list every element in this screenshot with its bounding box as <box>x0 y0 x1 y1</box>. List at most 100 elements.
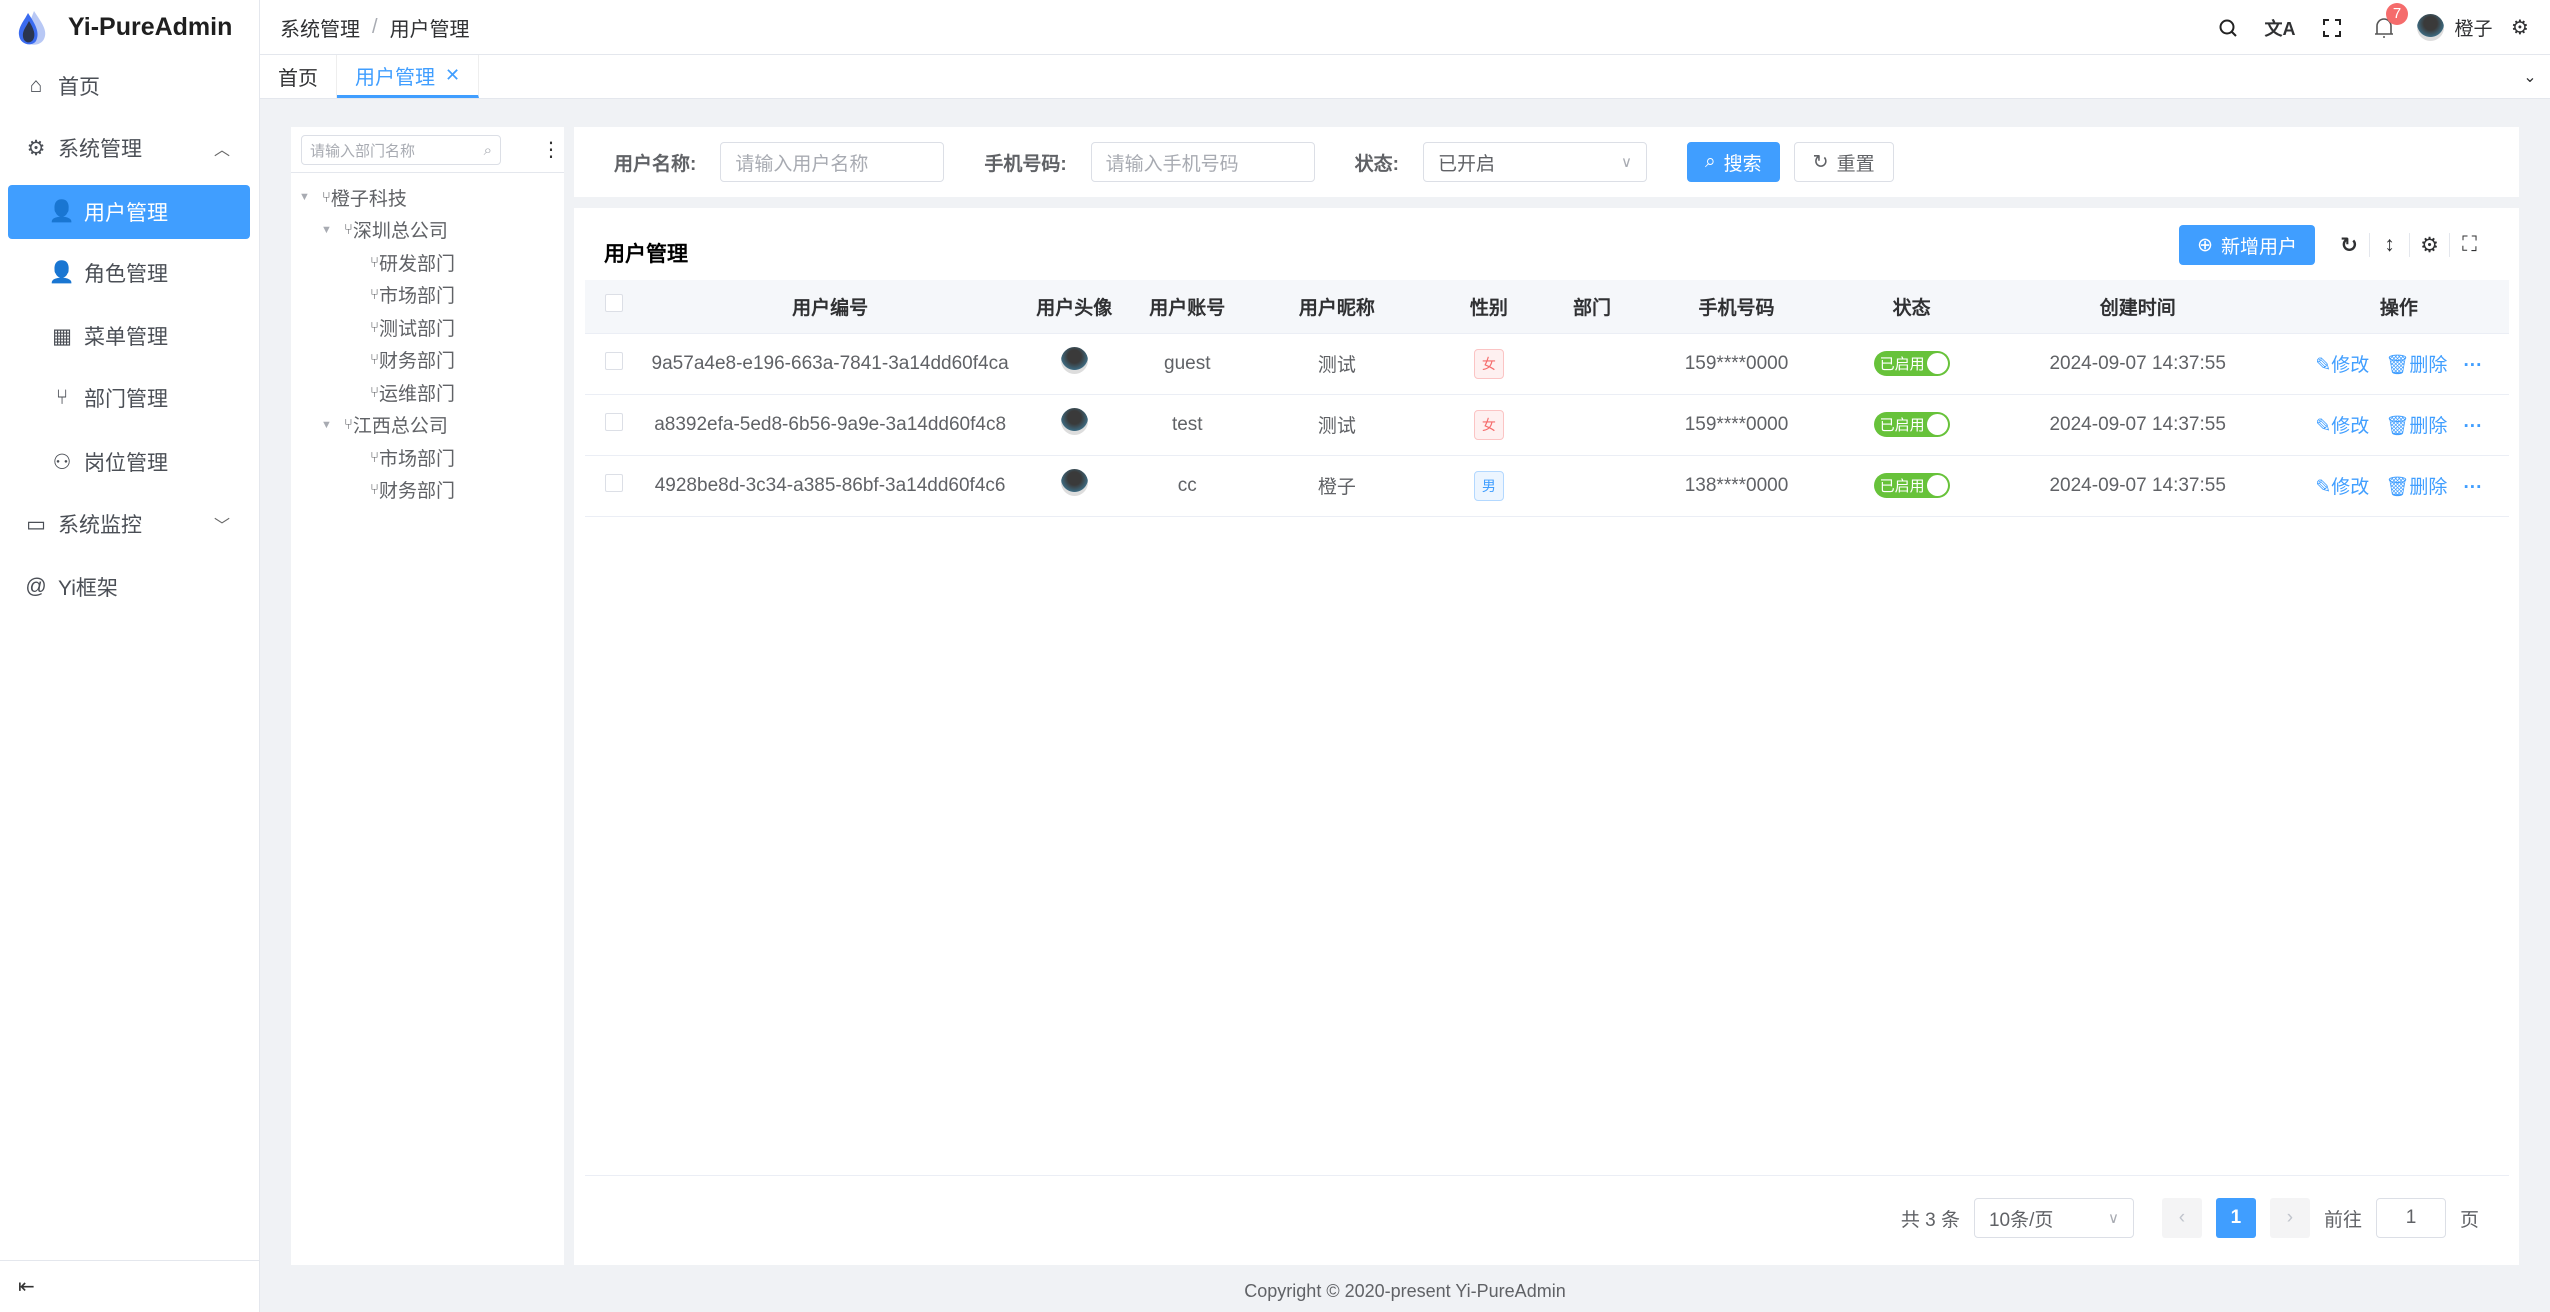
phone-placeholder: 请输入手机号码 <box>1105 153 1239 175</box>
logo[interactable]: Yi-PureAdmin <box>0 0 260 55</box>
tree-node[interactable]: ▼ ⑂ 江西总公司 <box>321 409 448 441</box>
column-header: 用户编号 <box>643 280 1018 334</box>
more-button[interactable]: ··· <box>2463 416 2483 437</box>
sidebar-item[interactable]: ▭ 系统监控 ﹀ <box>8 497 250 551</box>
dept-search-input[interactable]: 请输入部门名称 ⌕ <box>301 135 501 165</box>
tree-node[interactable]: ⑂ 运维部门 <box>370 376 455 408</box>
more-button[interactable]: ··· <box>2463 477 2483 498</box>
row-checkbox[interactable] <box>605 473 623 492</box>
collapse-sidebar-button[interactable]: ⇤ <box>0 1260 260 1312</box>
search-button[interactable] <box>2202 18 2254 38</box>
sidebar-item-label: 首页 <box>58 76 100 99</box>
fullscreen-button[interactable] <box>2306 18 2358 37</box>
column-settings-button[interactable]: ⚙ <box>2409 233 2449 257</box>
trash-icon: 🗑 <box>2385 355 2410 376</box>
user-role-icon: 👤 <box>48 261 76 284</box>
goto-page-input[interactable]: 1 <box>2375 1198 2446 1238</box>
tree-node[interactable]: ⑂ 测试部门 <box>370 311 455 343</box>
edit-button[interactable]: ✎修改 <box>2315 416 2369 437</box>
reset-button[interactable]: ↻ 重置 <box>1793 142 1894 182</box>
phone-input[interactable]: 请输入手机号码 <box>1090 142 1315 182</box>
row-checkbox[interactable] <box>605 412 623 431</box>
tree-node[interactable]: ⑂ 财务部门 <box>370 474 455 506</box>
tab-label: 首页 <box>278 68 318 90</box>
column-header: 用户头像 <box>1017 280 1132 334</box>
tree-node[interactable]: ⑂ 市场部门 <box>370 279 455 311</box>
prev-page-button[interactable]: ‹ <box>2161 1198 2202 1238</box>
more-button[interactable]: ··· <box>2463 355 2483 376</box>
delete-button[interactable]: 🗑删除 <box>2385 477 2447 498</box>
tabs-dropdown[interactable]: ⌄ <box>2510 55 2550 98</box>
tree-node[interactable]: ⑂ 研发部门 <box>370 246 455 278</box>
tab-home[interactable]: 首页 <box>260 55 337 98</box>
branch-icon: ⑂ <box>370 286 380 303</box>
branch-icon: ⑂ <box>370 351 380 368</box>
status-switch[interactable]: 已启用 <box>1873 412 1950 437</box>
user-menu[interactable]: 橙子 <box>2410 14 2500 41</box>
chevron-up-icon: ︿ <box>213 142 230 159</box>
table-row: a8392efa-5ed8-6b56-9a9e-3a14dd60f4c8 tes… <box>585 394 2509 456</box>
grid-icon: ▦ <box>52 324 72 348</box>
table-title: 用户管理 <box>604 243 688 266</box>
breadcrumb-item[interactable]: 系统管理 <box>280 18 360 41</box>
sidebar-item[interactable]: 👤 角色管理 <box>8 246 250 300</box>
refresh-button[interactable]: ↻ <box>2329 233 2369 257</box>
tree-node[interactable]: ▼ ⑂ 橙子科技 <box>299 181 407 213</box>
sidebar-item[interactable]: ⑂ 部门管理 <box>8 371 250 425</box>
caret-down-icon[interactable]: ▼ <box>299 191 310 203</box>
reset-label: 重置 <box>1836 153 1875 175</box>
sidebar-item[interactable]: ⚙ 系统管理 ︿ <box>8 121 250 175</box>
tree-node[interactable]: ▼ ⑂ 深圳总公司 <box>321 214 448 246</box>
edit-button[interactable]: ✎修改 <box>2315 477 2369 498</box>
search-button[interactable]: ⌕ 搜索 <box>1686 142 1780 182</box>
sidebar-item[interactable]: @ Yi框架 <box>8 560 250 614</box>
close-icon[interactable]: ✕ <box>445 64 461 85</box>
row-checkbox[interactable] <box>605 351 623 370</box>
sidebar-item-label: 岗位管理 <box>84 452 168 475</box>
gear-icon: ⚙ <box>2420 233 2439 257</box>
sidebar-item[interactable]: ⚇ 岗位管理 <box>8 435 250 489</box>
user-nickname: 橙子 <box>1243 455 1431 517</box>
user-icon: 👤 <box>48 200 76 223</box>
status-select[interactable]: 已开启 ∨ <box>1422 142 1647 182</box>
tree-node-label: 江西总公司 <box>352 416 448 437</box>
tree-node[interactable]: ⑂ 财务部门 <box>370 344 455 376</box>
avatar <box>1060 347 1088 374</box>
settings-button[interactable]: ⚙ <box>2500 15 2540 40</box>
next-page-button[interactable]: › <box>2269 1198 2310 1238</box>
density-button[interactable]: ↕ <box>2369 233 2409 257</box>
delete-button[interactable]: 🗑删除 <box>2385 355 2447 376</box>
delete-button[interactable]: 🗑删除 <box>2385 416 2447 437</box>
logo-drop-icon <box>18 10 46 45</box>
branch-icon: ⑂ <box>343 416 353 433</box>
chevron-down-icon: ∨ <box>1621 154 1632 171</box>
select-all-checkbox[interactable] <box>585 280 644 334</box>
sidebar-item[interactable]: 👤 用户管理 <box>8 185 250 239</box>
breadcrumb-item: 用户管理 <box>389 18 470 41</box>
notification-button[interactable]: 7 <box>2358 2 2410 39</box>
edit-icon: ✎ <box>2315 416 2332 437</box>
edit-button[interactable]: ✎修改 <box>2315 355 2369 376</box>
sidebar: Yi-PureAdmin ⌂ 首页 ⚙ 系统管理 ︿ 👤 用户管理 👤 角色管理 ▦ 菜单管理 ⑂ 部门… <box>0 0 260 1312</box>
network-icon: ⚇ <box>52 450 72 474</box>
tab-label: 用户管理 <box>355 66 435 89</box>
status-switch[interactable]: 已启用 <box>1873 473 1950 498</box>
trash-icon: 🗑 <box>2385 477 2410 498</box>
more-vertical-icon[interactable]: ⋮ <box>541 139 561 161</box>
caret-down-icon[interactable]: ▼ <box>321 418 332 431</box>
tab-user-management[interactable]: 用户管理 ✕ <box>337 55 480 98</box>
page-1-button[interactable]: 1 <box>2215 1198 2256 1238</box>
tree-node[interactable]: ⑂ 市场部门 <box>370 441 455 473</box>
sidebar-item[interactable]: ▦ 菜单管理 <box>8 309 250 363</box>
username-input[interactable]: 请输入用户名称 <box>720 142 945 182</box>
sidebar-item[interactable]: ⌂ 首页 <box>8 59 250 113</box>
dept-search-placeholder: 请输入部门名称 <box>310 142 416 160</box>
add-user-button[interactable]: ⊕ 新增用户 <box>2179 225 2315 265</box>
page-size-select[interactable]: 10条/页 ∨ <box>1973 1198 2134 1238</box>
status-switch[interactable]: 已启用 <box>1873 351 1950 376</box>
translate-button[interactable]: 文A <box>2254 15 2306 41</box>
tree-node-label: 财务部门 <box>379 481 456 502</box>
fullscreen-button[interactable]: ⛶ <box>2449 233 2489 257</box>
caret-down-icon[interactable]: ▼ <box>321 223 332 236</box>
tree-node-label: 市场部门 <box>379 286 456 307</box>
